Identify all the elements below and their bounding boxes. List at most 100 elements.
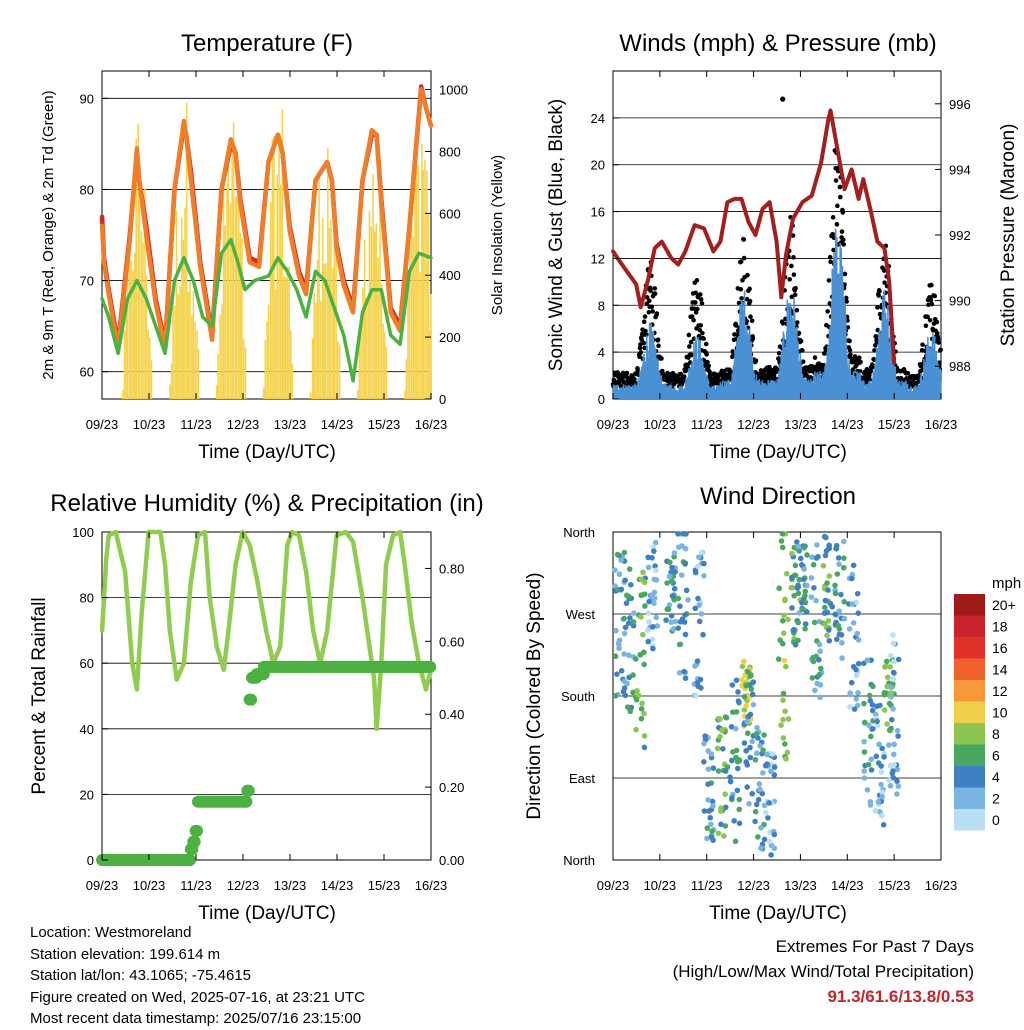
direction-point (839, 639, 845, 646)
y-tick-label: 60 (80, 656, 94, 671)
direction-point (736, 820, 743, 827)
gust-point (741, 237, 747, 242)
direction-point (743, 748, 749, 754)
gust-point (701, 336, 706, 341)
direction-point (625, 620, 632, 627)
pressure-line (611, 108, 897, 365)
gust-point (837, 184, 843, 190)
direction-point (888, 716, 895, 723)
direction-point (891, 741, 898, 748)
direction-point (822, 597, 829, 604)
direction-point (752, 808, 759, 815)
gust-point (642, 345, 647, 351)
direction-point (808, 594, 815, 600)
direction-point (641, 733, 648, 739)
direction-point (822, 621, 828, 627)
gust-point (648, 288, 653, 294)
gust-point (748, 314, 753, 319)
colorbar-label: 6 (992, 748, 1000, 764)
x-tick-label: 14/23 (321, 417, 354, 432)
direction-point (642, 603, 648, 609)
direction-point (872, 807, 879, 814)
direction-point (760, 747, 766, 753)
direction-point (782, 708, 788, 715)
direction-point (888, 694, 895, 700)
colorbar-swatch (954, 701, 985, 723)
direction-point (884, 721, 890, 727)
direction-point (794, 585, 801, 591)
direction-point (638, 614, 644, 620)
direction-point (867, 697, 874, 704)
gust-point (934, 330, 940, 336)
max-gust-point (780, 96, 786, 102)
direction-point (632, 656, 639, 662)
y-tick-label: 20 (591, 158, 605, 173)
direction-ylabel: Direction (Colored By Speed) (524, 572, 545, 819)
direction-point (645, 564, 652, 571)
direction-point (733, 725, 739, 732)
direction-point (708, 834, 715, 840)
gust-point (874, 339, 880, 345)
direction-point (641, 649, 647, 656)
latest-timestamp: Most recent data timestamp: 2025/07/16 2… (30, 1010, 362, 1027)
direction-point (841, 598, 848, 605)
direction-point (841, 538, 847, 545)
x-tick-label: 14/23 (831, 417, 864, 432)
direction-point (761, 836, 768, 843)
gust-point (840, 237, 846, 243)
gust-point (738, 286, 744, 292)
direction-point (755, 796, 762, 803)
direction-point (817, 648, 823, 655)
gust-point (733, 323, 739, 328)
x-tick-label: 09/23 (86, 878, 119, 893)
x-tick-label: 11/23 (180, 878, 212, 893)
direction-point (706, 808, 712, 814)
direction-point (645, 610, 652, 616)
direction-point (771, 831, 778, 838)
temperature-xlabel: Time (Day/UTC) (198, 442, 336, 463)
x-tick-label: 12/23 (227, 878, 260, 893)
direction-point (631, 610, 637, 616)
direction-point (811, 584, 817, 591)
direction-point (883, 663, 889, 670)
direction-point (894, 791, 900, 797)
direction-point (780, 690, 787, 697)
gust-point (858, 359, 863, 365)
direction-point (633, 696, 640, 703)
direction-point (796, 576, 803, 583)
winds-x-ticks: 09/23 10/23 11/23 12/23 13/23 14/23 15/23 16/23 (597, 71, 957, 432)
direction-point (649, 636, 656, 643)
direction-x-ticks: 09/23 10/23 11/23 12/23 13/23 14/23 15/23 16/23 (597, 532, 957, 893)
direction-point (681, 668, 687, 675)
direction-point (700, 631, 706, 638)
extremes-title: Extremes For Past 7 Days (775, 937, 974, 956)
gust-point (789, 294, 795, 300)
pressure-ylabel: Station Pressure (Maroon) (998, 124, 1019, 347)
direction-point (895, 783, 902, 790)
direction-point (667, 573, 673, 580)
direction-point (701, 808, 708, 814)
direction-point (771, 772, 778, 778)
direction-point (850, 562, 857, 569)
direction-tick-label: North (563, 525, 595, 540)
gust-point (787, 277, 792, 282)
y-tick-label: 12 (591, 251, 605, 266)
x-tick-label: 10/23 (133, 417, 166, 432)
direction-point (612, 692, 619, 699)
direction-point (676, 641, 683, 648)
y2-tick-label: 0 (439, 392, 446, 407)
direction-point (750, 701, 757, 708)
direction-point (779, 544, 786, 551)
direction-panel: Wind Direction North East South West North 0… (524, 483, 1021, 924)
direction-point (832, 582, 838, 589)
direction-point (739, 663, 746, 670)
direction-point (734, 765, 741, 772)
gust-point (641, 340, 647, 346)
direction-point (693, 692, 699, 699)
x-tick-label: 15/23 (878, 417, 911, 432)
gust-point (750, 336, 756, 341)
direction-point (814, 680, 820, 687)
direction-point (890, 768, 896, 774)
y2-tick-label: 996 (949, 97, 971, 112)
direction-point (618, 557, 624, 564)
